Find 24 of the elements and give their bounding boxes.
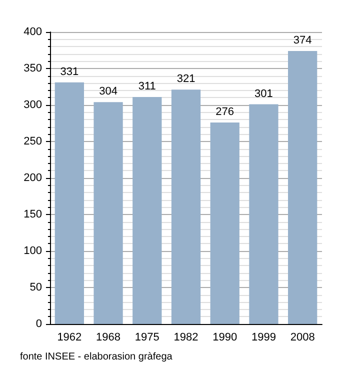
x-tick-label: 1968: [96, 332, 121, 344]
data-label: 311: [138, 80, 156, 92]
data-label: 374: [293, 34, 312, 46]
data-label: 304: [99, 86, 118, 98]
x-tick-label: 1982: [174, 332, 198, 344]
y-tick-label: 250: [24, 136, 42, 148]
y-tick-label: 400: [24, 26, 42, 38]
y-tick-label: 150: [24, 208, 42, 220]
y-tick-label: 0: [36, 318, 42, 330]
y-tick-label: 350: [24, 62, 42, 74]
y-tick-label: 300: [24, 99, 42, 111]
data-label: 301: [254, 88, 273, 100]
source-note: fonte INSEE - elaborasion gràfega: [20, 352, 173, 362]
y-tick-label: 50: [30, 282, 42, 294]
data-label: 331: [60, 66, 79, 78]
data-label: 321: [176, 73, 196, 86]
x-tick-label: 1962: [57, 332, 82, 344]
data-label: 276: [216, 106, 234, 118]
y-tick-label: 100: [24, 245, 42, 257]
x-tick-label: 1999: [251, 332, 276, 344]
x-tick-label: 1990: [212, 332, 238, 344]
y-tick-label: 200: [24, 172, 42, 184]
x-tick-label: 1975: [134, 332, 160, 344]
x-tick-label: 2008: [290, 332, 315, 344]
